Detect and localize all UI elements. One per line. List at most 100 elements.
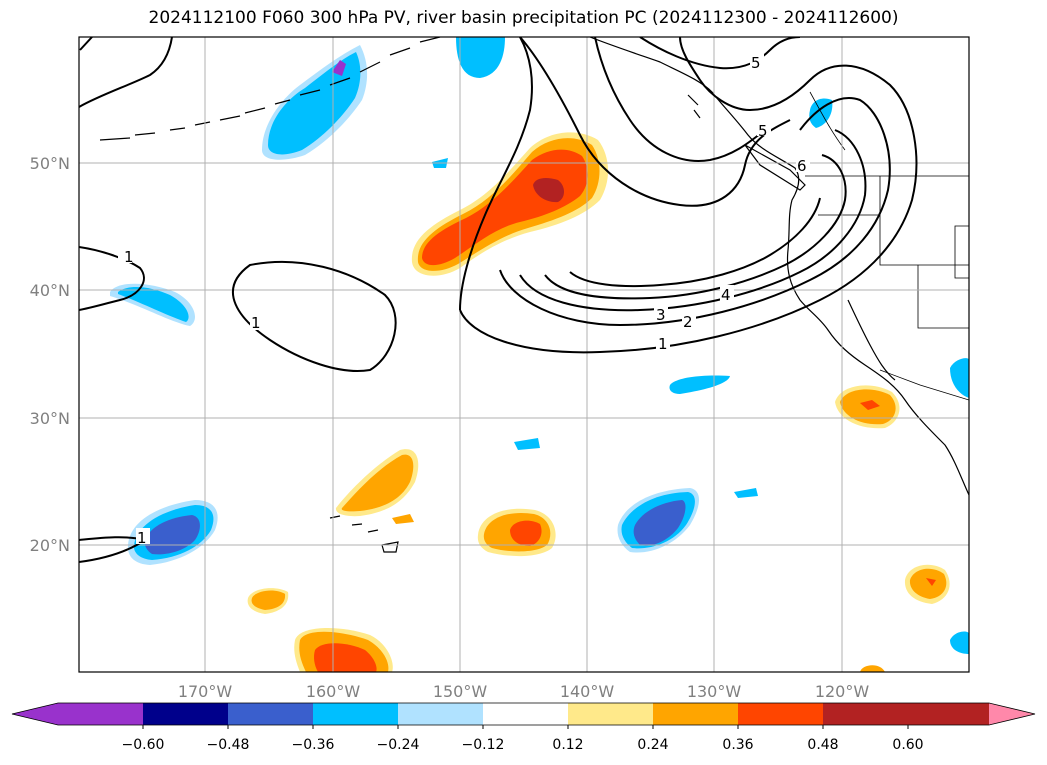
pv-contour-1-main [459, 37, 918, 354]
colorbar: −0.60 −0.48 −0.36 −0.24 −0.12 0.12 0.24 0.36 0.4… [11, 702, 1036, 753]
longitude-labels: 170°W 160°W 150°W 140°W 130°W 120°W [178, 682, 870, 701]
gridlines [79, 37, 969, 672]
alaska-bc-coast [589, 37, 969, 496]
pv-contour-1-west [459, 37, 533, 311]
precip-anomalies [110, 37, 969, 672]
pv-contour-4 [544, 154, 847, 300]
colorbar-tick-label: −0.24 [377, 737, 420, 753]
contour-label: 1 [658, 335, 668, 353]
colorbar-bin [228, 703, 313, 725]
map-content: 1 1 1 1 2 3 4 5 5 6 [79, 37, 969, 672]
pv-contour-1-left [79, 246, 145, 311]
colorbar-tick-label: −0.48 [207, 737, 250, 753]
neg-anomaly-aleutian-core [268, 52, 361, 155]
contour-label: 6 [797, 157, 807, 175]
neg-anomaly-mid [669, 375, 730, 394]
pv-contour-2 [499, 97, 891, 327]
contour-label: 5 [758, 122, 768, 140]
colorbar-tick-label: 0.36 [722, 737, 753, 753]
colorbar-tick-label: 0.12 [552, 737, 583, 753]
neg-anomaly-aleutian-max [332, 60, 346, 76]
pos-anomaly-north-hawaii [341, 454, 414, 512]
colorbar-bin [398, 703, 483, 725]
colorbar-bin [313, 703, 398, 725]
contour-label: 2 [683, 313, 693, 331]
pv-contour-5a [569, 197, 821, 288]
pos-anomaly-far-east-core [926, 578, 936, 586]
state-border-1 [879, 176, 969, 266]
alaska-border [809, 91, 846, 151]
contour-label: 3 [656, 306, 666, 324]
map-area [79, 37, 969, 672]
pos-anomaly-edge [860, 665, 885, 672]
pos-anomaly-small-sw [251, 590, 286, 610]
borders [805, 91, 969, 401]
contour-label: 5 [751, 54, 761, 72]
contour-label: 1 [251, 314, 261, 332]
pos-anomaly-bottom-core [314, 643, 377, 672]
haida-gwaii [687, 94, 701, 119]
colorbar-tick-label: 0.24 [637, 737, 668, 753]
pos-anomaly-center-core [510, 520, 542, 546]
neg-anomaly-mexico [950, 358, 969, 398]
pv-contour-3 [519, 129, 867, 312]
colorbar-tick-label: −0.12 [462, 737, 505, 753]
map-frame [78, 36, 970, 673]
lat-label: 30°N [30, 409, 70, 428]
vancouver-island [744, 144, 806, 191]
lon-label: 150°W [433, 682, 488, 701]
lat-label: 50°N [30, 154, 70, 173]
colorbar-tick-label: −0.60 [122, 737, 165, 753]
neg-anomaly-small2 [734, 488, 758, 498]
colorbar-left-extension [12, 703, 58, 725]
pv-contour-top-loop [79, 37, 93, 51]
map-title: 2024112100 F060 300 hPa PV, river basin … [148, 8, 899, 28]
lon-label: 120°W [815, 682, 870, 701]
colorbar-bin [483, 703, 568, 725]
colorbar-bin [823, 703, 908, 725]
pos-anomaly-far-east [909, 568, 947, 599]
coastlines [99, 37, 969, 553]
aleutians-coast [99, 37, 441, 141]
neg-anomaly-east-core [633, 500, 686, 546]
latitude-labels: 50°N 40°N 30°N 20°N [30, 154, 70, 555]
colorbar-tick-label: 0.60 [892, 737, 923, 753]
pos-anomaly-small-hawaii [392, 514, 414, 524]
pv-contour-6 [594, 37, 766, 162]
colorbar-bin [908, 703, 989, 725]
lat-label: 20°N [30, 536, 70, 555]
lat-label: 40°N [30, 281, 70, 300]
colorbar-right-extension [989, 703, 1035, 725]
pos-anomaly-baja-core [860, 400, 880, 410]
colorbar-tick-label: 0.48 [807, 737, 838, 753]
colorbar-bin [653, 703, 738, 725]
colorbar-outline [11, 702, 1036, 726]
pv-contour-5c [639, 37, 801, 70]
neg-anomaly-west [118, 286, 189, 322]
pos-anomaly-plume-max [533, 177, 564, 203]
colorbar-bin [143, 703, 228, 725]
us-mexico-border [879, 369, 969, 401]
lon-label: 140°W [560, 682, 615, 701]
state-border-4 [954, 225, 969, 279]
lon-label: 160°W [306, 682, 361, 701]
contour-label: 1 [137, 529, 147, 547]
pv-contour-5b [519, 37, 791, 207]
hawaii-islands [329, 515, 399, 553]
state-border-3 [917, 265, 969, 329]
lon-label: 170°W [178, 682, 233, 701]
pv-contour-1-topleft [79, 37, 173, 108]
lon-label: 130°W [687, 682, 742, 701]
colorbar-bin [568, 703, 653, 725]
pv-contour-labels: 1 1 1 1 2 3 4 5 5 6 [118, 52, 810, 547]
contour-label: 1 [124, 248, 134, 266]
neg-anomaly-se [950, 631, 969, 654]
neg-anomaly-gulf [456, 37, 505, 78]
neg-anomaly-small1 [514, 438, 540, 450]
colorbar-bin [58, 703, 143, 725]
colorbar-tick-label: −0.36 [292, 737, 335, 753]
pv-contour-1-low [231, 260, 397, 372]
colorbar-bin [738, 703, 823, 725]
contour-label: 4 [721, 286, 731, 304]
